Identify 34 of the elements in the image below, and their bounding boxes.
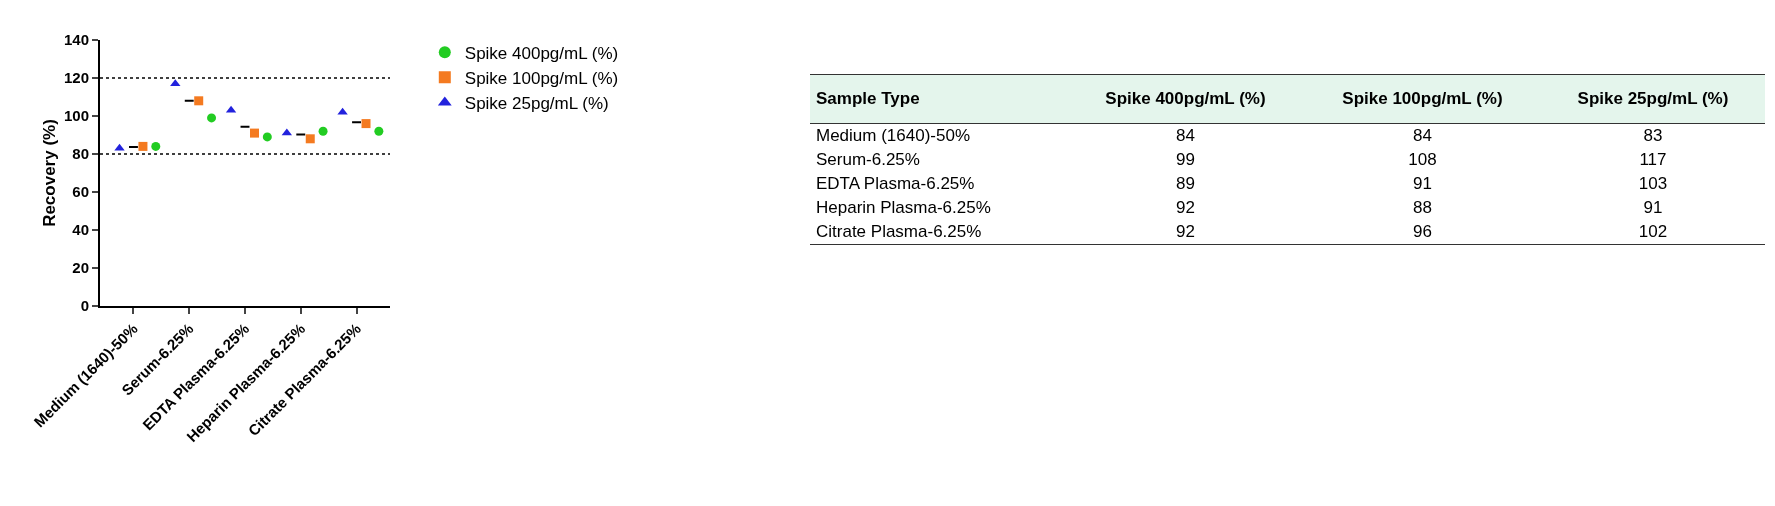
data-label: 91 bbox=[1412, 173, 1433, 195]
data-label: 103 bbox=[1637, 173, 1669, 195]
y-tick-label: Medium (1640)-50% bbox=[815, 125, 971, 147]
y-tick-label: 120 bbox=[63, 69, 89, 87]
x-tick-label: Spike 25pg/mL (%) bbox=[1540, 74, 1765, 124]
x-tick-label: Spike 400pg/mL (%) bbox=[1066, 74, 1304, 124]
y-tick-label: 20 bbox=[72, 259, 89, 277]
data-label: 102 bbox=[1540, 220, 1765, 245]
data-label: 88 bbox=[1412, 197, 1433, 219]
data-label: 96 bbox=[1303, 220, 1541, 245]
y-tick-label: Citrate Plasma-6.25% bbox=[810, 220, 1067, 245]
y-tick-label: EDTA Plasma-6.25% bbox=[815, 173, 976, 195]
data-label: 99 bbox=[1175, 149, 1196, 171]
data-label: 92 bbox=[1066, 220, 1304, 245]
data-label: 84 bbox=[1175, 125, 1196, 147]
y-tick-label: 140 bbox=[63, 31, 89, 49]
data-label: 117 bbox=[1638, 149, 1668, 171]
data-label: 92 bbox=[1175, 197, 1196, 219]
y-tick-label: 100 bbox=[63, 107, 89, 125]
data-label: 84 bbox=[1412, 125, 1433, 147]
data-label: 108 bbox=[1407, 149, 1438, 171]
x-tick-label: Spike 100pg/mL (%) bbox=[1303, 74, 1541, 124]
y-tick-label: Heparin Plasma-6.25% bbox=[815, 197, 992, 219]
y-tick-label: 80 bbox=[72, 145, 89, 163]
y-axis-title: Sample Type bbox=[810, 74, 1067, 124]
legend-label: Spike 400pg/mL (%) bbox=[464, 43, 619, 63]
y-axis-title: Recovery (%) bbox=[40, 119, 59, 227]
data-label: 91 bbox=[1642, 197, 1664, 219]
y-tick-label: 0 bbox=[80, 297, 89, 315]
data-label: 89 bbox=[1175, 173, 1196, 195]
data-label: 83 bbox=[1642, 125, 1664, 147]
y-tick-label: Serum-6.25% bbox=[815, 149, 921, 171]
y-tick-label: 40 bbox=[72, 221, 89, 239]
y-tick-label: 60 bbox=[72, 183, 89, 201]
